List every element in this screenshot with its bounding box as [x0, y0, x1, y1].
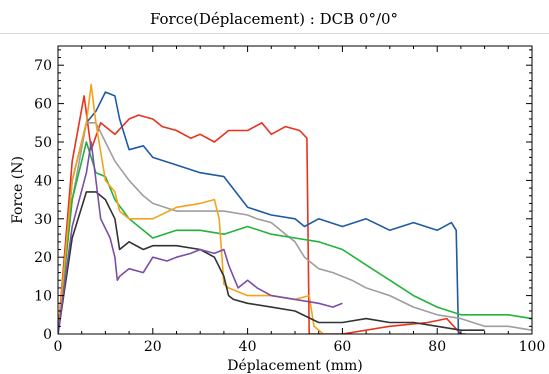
- y-tick-label: 60: [34, 97, 52, 113]
- series-line-4: [58, 141, 532, 334]
- series-line-2: [58, 91, 466, 334]
- y-tick-label: 10: [34, 289, 52, 305]
- x-tick-label: 60: [333, 339, 351, 355]
- y-tick-label: 70: [34, 58, 52, 74]
- x-axis-label: Déplacement (mm): [227, 358, 363, 374]
- series-line-7: [58, 141, 343, 334]
- title-rule: [0, 33, 549, 34]
- y-tick-label: 0: [43, 327, 52, 343]
- x-tick-label: 40: [239, 339, 257, 355]
- y-axis-label: Force (N): [10, 156, 26, 224]
- series-line-6: [58, 191, 485, 334]
- y-tick-label: 50: [34, 135, 52, 151]
- series-line-3: [58, 122, 532, 334]
- chart-title: Force(Déplacement) : DCB 0°/0°: [150, 10, 398, 28]
- series-group: [58, 83, 532, 334]
- x-tick-label: 20: [144, 339, 162, 355]
- y-tick-label: 20: [34, 250, 52, 266]
- y-tick-label: 30: [34, 212, 52, 228]
- x-tick-label: 80: [428, 339, 446, 355]
- x-tick-label: 100: [519, 339, 546, 355]
- plot-frame: [57, 45, 533, 335]
- y-tick-label: 40: [34, 173, 52, 189]
- series-line-1: [58, 95, 462, 334]
- x-tick-label: 0: [54, 339, 63, 355]
- series-line-5: [58, 83, 324, 334]
